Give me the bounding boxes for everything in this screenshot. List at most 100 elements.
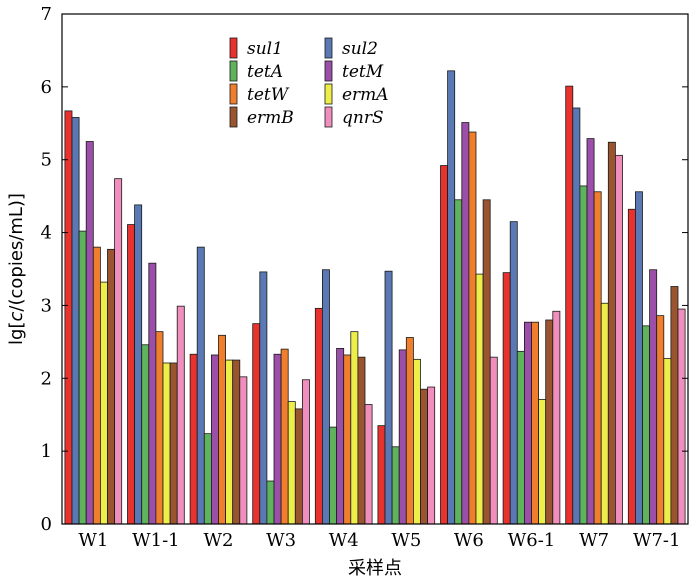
legend-swatch-tetA [229, 60, 238, 82]
bar-sul1-W5 [377, 425, 386, 525]
bar-tetM-W6-1 [524, 321, 532, 525]
bar-tetW-W1-1 [155, 331, 164, 525]
plot-frame [61, 13, 689, 525]
bar-tetA-W1 [78, 230, 87, 525]
bar-ermB-W1-1 [169, 362, 178, 525]
bar-tetA-W6 [454, 199, 463, 525]
legend-label-tetW: tetW [247, 85, 290, 105]
bar-tetM-W2 [210, 354, 219, 525]
y-axis-title-variable: c [6, 312, 27, 322]
bar-ermB-W7-1 [670, 286, 679, 525]
bar-sul2-W6-1 [509, 221, 518, 525]
bar-tetM-W1 [85, 141, 94, 525]
legend-label-tetM: tetM [342, 62, 384, 82]
bar-tetW-W3 [280, 348, 289, 525]
bar-qnrS-W1-1 [176, 305, 185, 525]
bar-tetA-W3 [266, 480, 275, 525]
x-axis: W1 W1-1 W2 W3 W4 W5 W6 W6-1 W7 W7-1 [78, 530, 680, 551]
bar-tetA-W6-1 [516, 350, 525, 525]
bar-sul2-W6 [447, 70, 456, 525]
bar-sul1-W4 [314, 307, 323, 525]
bar-tetA-W4 [329, 426, 337, 525]
bar-qnrS-W1 [114, 178, 123, 525]
bar-ermA-W5 [412, 358, 421, 525]
bar-sul1-W2 [189, 353, 198, 525]
y-tick-label: 7 [41, 4, 52, 25]
bar-qnrS-W3 [301, 379, 310, 525]
legend-swatch-ermA [324, 83, 333, 105]
bar-sul2-W4 [321, 269, 330, 525]
x-tick-label: W3 [266, 530, 296, 551]
y-tick-label: 5 [41, 150, 52, 171]
legend-label-qnrS: qnrS [342, 108, 384, 128]
bar-tetW-W2 [218, 334, 226, 525]
bar-qnrS-W6-1 [552, 310, 561, 525]
bar-tetM-W6 [461, 122, 470, 525]
legend-label-ermB: ermB [247, 108, 294, 128]
y-axis-title: lg[c/(copies/mL)] [6, 193, 27, 345]
bar-sul1-W1-1 [127, 224, 135, 525]
y-axis: 0 1 2 3 4 5 6 7 [41, 4, 688, 535]
y-tick-label: 1 [41, 441, 52, 462]
x-axis-title: 采样点 [348, 558, 402, 579]
bar-sul2-W2 [196, 246, 205, 525]
x-tick-label: W4 [329, 530, 359, 551]
bar-tetM-W4 [336, 348, 345, 525]
bar-sul2-W7 [572, 107, 581, 525]
bar-sul1-W7-1 [627, 208, 636, 525]
bar-ermB-W4 [357, 356, 366, 525]
bar-ermA-W7 [600, 302, 609, 525]
bar-tetM-W7 [586, 138, 595, 525]
bar-tetW-W4 [343, 354, 352, 525]
bars-layer [64, 70, 686, 525]
bar-ermA-W3 [287, 401, 296, 525]
bar-tetW-W1 [92, 246, 101, 525]
bar-tetM-W3 [273, 353, 282, 525]
bar-tetM-W5 [398, 349, 407, 525]
bar-ermB-W5 [420, 388, 428, 525]
bar-sul2-W1-1 [134, 204, 143, 525]
bar-ermA-W2 [225, 359, 234, 525]
bar-tetA-W7-1 [642, 325, 650, 525]
bar-tetA-W7 [579, 185, 588, 525]
x-tick-label: W7-1 [633, 530, 681, 551]
bar-tetA-W2 [203, 433, 212, 525]
bar-tetM-W7-1 [649, 269, 658, 525]
bar-qnrS-W4 [364, 404, 373, 525]
legend-swatch-sul1 [229, 37, 238, 59]
bar-tetA-W1-1 [141, 344, 150, 525]
bar-ermB-W6-1 [545, 319, 554, 525]
legend-swatch-tetM [324, 60, 333, 82]
x-tick-label: W5 [391, 530, 421, 551]
bar-ermA-W4 [350, 331, 359, 525]
legend-swatch-tetW [229, 83, 238, 105]
bar-sul1-W1 [64, 110, 73, 525]
bar-sul1-W7 [565, 85, 574, 525]
x-tick-label: W1 [78, 530, 108, 551]
legend-label-sul2: sul2 [342, 39, 378, 59]
bar-sul2-W7-1 [635, 191, 643, 525]
x-tick-label: W2 [204, 530, 234, 551]
bar-tetM-W1-1 [148, 262, 157, 525]
bar-qnrS-W7-1 [677, 308, 686, 525]
legend-swatch-qnrS [324, 106, 333, 128]
x-tick-label: W1-1 [132, 530, 180, 551]
bar-ermB-W7 [607, 141, 616, 525]
bar-qnrS-W2 [239, 376, 248, 525]
legend-label-sul1: sul1 [247, 39, 283, 59]
y-axis-title-prefix: lg[ [6, 322, 27, 345]
y-tick-label: 2 [41, 368, 52, 389]
legend-swatch-sul2 [324, 37, 333, 59]
bar-sul2-W3 [259, 271, 268, 525]
x-tick-label: W6-1 [508, 530, 556, 551]
bar-sul1-W6 [440, 165, 448, 525]
bar-ermB-W6 [482, 199, 491, 525]
bar-tetA-W5 [391, 446, 400, 525]
bar-tetW-W6-1 [531, 321, 539, 525]
legend: sul1 sul2 tetA tetM tetW ermA ermB qnrS [229, 37, 389, 128]
bar-qnrS-W6 [489, 356, 498, 525]
bar-ermA-W6 [475, 273, 484, 525]
y-tick-label: 6 [41, 77, 52, 98]
bar-ermB-W2 [232, 359, 241, 525]
